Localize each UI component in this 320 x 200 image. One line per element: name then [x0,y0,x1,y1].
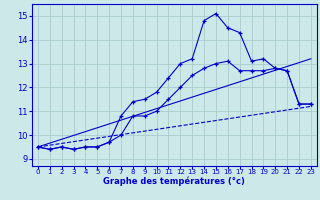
X-axis label: Graphe des températures (°c): Graphe des températures (°c) [103,177,245,186]
